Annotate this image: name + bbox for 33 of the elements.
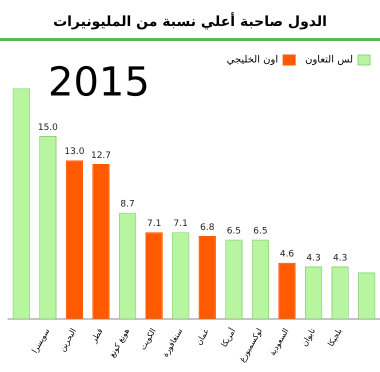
legend-label: اون الخليجي — [226, 54, 278, 66]
data-label: 4.6 — [280, 250, 294, 260]
bar — [146, 232, 163, 319]
chart-title: الدول صاحبة أعلي نسبة من المليونيرات — [52, 11, 328, 32]
x-tick-label: عمان — [194, 326, 211, 347]
x-tick-label: قطر — [88, 326, 105, 346]
data-label: 13.0 — [64, 147, 85, 158]
x-tick-label: سويسرا — [30, 326, 52, 355]
x-tick-label: تايوان — [300, 326, 318, 348]
x-tick-label: أمريكا — [218, 326, 238, 349]
x-tick-label: سنغافورة — [160, 326, 184, 359]
data-label: 4.3 — [306, 253, 321, 264]
data-label: 6.8 — [200, 222, 215, 233]
data-label: 8.7 — [120, 200, 135, 210]
data-label: 7.1 — [146, 219, 162, 230]
data-label: 7.1 — [174, 219, 188, 230]
data-label: 6.5 — [253, 226, 268, 236]
bar — [198, 236, 216, 319]
x-tick-label: الكويت — [138, 326, 158, 352]
x-tick-label: السعودية — [268, 326, 291, 358]
x-tick-label: هونغ كونغ — [107, 326, 132, 359]
annotation: 2015 — [48, 59, 150, 106]
x-tick-label: البحرين — [58, 326, 78, 353]
data-label: 6.5 — [226, 226, 242, 236]
data-label: 15.0 — [38, 122, 58, 133]
data-label: 12.7 — [90, 150, 112, 161]
x-tick-label: لوكسمبورغ — [238, 326, 264, 364]
x-tick-label: بلجيكا — [326, 326, 344, 348]
bar — [278, 262, 296, 319]
bar — [66, 160, 84, 319]
data-label: 4.3 — [332, 253, 348, 264]
legend-label: لس التعاون — [305, 54, 353, 66]
bar — [92, 164, 110, 319]
